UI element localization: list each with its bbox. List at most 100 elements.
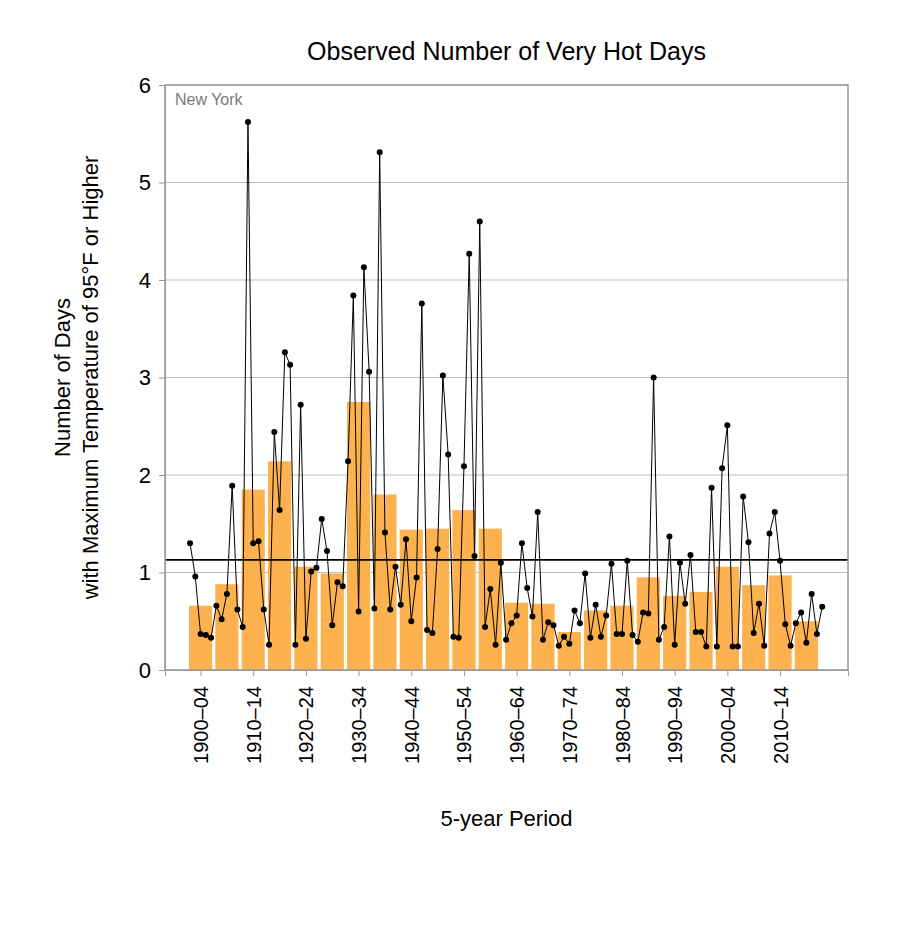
point xyxy=(345,458,351,464)
y-tick-mark xyxy=(159,475,165,476)
x-tick: 1990–94 xyxy=(664,670,686,764)
point xyxy=(709,485,715,491)
bar xyxy=(558,632,581,670)
annotation: New York xyxy=(175,91,244,108)
y-tick: 4 xyxy=(139,268,165,293)
x-tick: 1960–64 xyxy=(506,670,528,764)
point xyxy=(482,624,488,630)
point xyxy=(329,622,335,628)
y-tick-mark xyxy=(159,378,165,379)
y-tick-mark xyxy=(159,670,165,671)
point xyxy=(219,616,225,622)
y-axis: 0123456 xyxy=(139,73,166,683)
point xyxy=(582,570,588,576)
grid-line xyxy=(165,182,848,183)
x-tick-label: 1920–24 xyxy=(295,686,317,764)
point xyxy=(587,635,593,641)
point xyxy=(756,601,762,607)
point xyxy=(508,620,514,626)
y-tick-mark xyxy=(159,85,165,86)
point xyxy=(561,634,567,640)
point xyxy=(703,644,709,650)
x-tick-mark xyxy=(569,670,570,676)
grid-line xyxy=(165,280,848,281)
point xyxy=(677,560,683,566)
point xyxy=(414,574,420,580)
x-tick-label: 1910–14 xyxy=(243,686,265,764)
grid-line xyxy=(165,475,848,476)
point xyxy=(450,634,456,640)
point xyxy=(387,607,393,613)
point xyxy=(803,640,809,646)
point xyxy=(519,540,525,546)
bar xyxy=(400,530,423,670)
point xyxy=(466,251,472,257)
x-tick: 1900–04 xyxy=(190,670,212,764)
point xyxy=(540,637,546,643)
point xyxy=(203,632,209,638)
x-tick-label: 1970–74 xyxy=(559,686,581,764)
x-tick-mark xyxy=(675,670,676,676)
bar xyxy=(347,402,370,670)
point xyxy=(751,630,757,636)
y-tick-label: 6 xyxy=(139,73,151,98)
x-tick-mark xyxy=(517,670,518,676)
bar xyxy=(795,621,818,670)
bar xyxy=(689,592,712,670)
x-tick-mark xyxy=(201,670,202,676)
point xyxy=(640,609,646,615)
point xyxy=(793,620,799,626)
y-tick: 6 xyxy=(139,73,165,98)
point xyxy=(661,624,667,630)
point xyxy=(271,429,277,435)
x-tick-label: 1930–34 xyxy=(348,686,370,764)
point xyxy=(266,642,272,648)
y-tick-mark xyxy=(159,573,165,574)
bar xyxy=(215,584,238,670)
x-tick-label: 1980–84 xyxy=(612,686,634,764)
point xyxy=(382,530,388,536)
point xyxy=(619,631,625,637)
point xyxy=(735,644,741,650)
line xyxy=(190,122,822,647)
point xyxy=(577,620,583,626)
x-tick: 1910–14 xyxy=(243,670,265,764)
x-tick-mark xyxy=(306,670,307,676)
point xyxy=(256,538,262,544)
point xyxy=(514,612,520,618)
point xyxy=(424,627,430,633)
bar xyxy=(610,606,633,670)
x-axis-line xyxy=(166,671,849,677)
point xyxy=(693,629,699,635)
point xyxy=(572,608,578,614)
point xyxy=(672,642,678,648)
point xyxy=(503,637,509,643)
point xyxy=(761,643,767,649)
point xyxy=(566,641,572,647)
point xyxy=(419,300,425,306)
title: Observed Number of Very Hot Days xyxy=(307,37,706,65)
point xyxy=(535,509,541,515)
point xyxy=(809,591,815,597)
y-tick-label: 5 xyxy=(139,170,151,195)
point xyxy=(198,631,204,637)
point xyxy=(630,632,636,638)
point xyxy=(408,618,414,624)
point xyxy=(371,606,377,612)
point xyxy=(377,149,383,155)
plot-frame xyxy=(165,85,848,670)
point xyxy=(245,119,251,125)
point xyxy=(740,493,746,499)
point xyxy=(298,402,304,408)
point xyxy=(224,591,230,597)
chart: 01234561900–041910–141920–241930–341940–… xyxy=(0,0,900,931)
point xyxy=(487,586,493,592)
bar xyxy=(768,575,791,670)
point xyxy=(398,602,404,608)
x-tick-mark xyxy=(464,670,465,676)
point xyxy=(356,609,362,615)
point xyxy=(340,583,346,589)
point xyxy=(656,637,662,643)
x-tick-mark xyxy=(253,670,254,676)
point xyxy=(187,540,193,546)
